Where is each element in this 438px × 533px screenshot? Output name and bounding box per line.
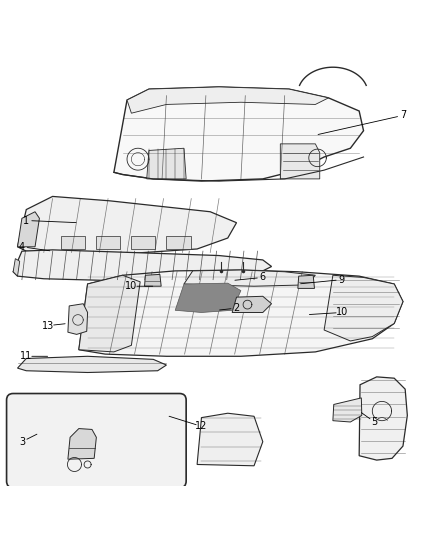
Text: 13: 13 [42, 321, 54, 330]
Text: 11: 11 [20, 351, 32, 361]
Polygon shape [359, 377, 407, 460]
Text: 10: 10 [125, 281, 138, 291]
Polygon shape [147, 148, 186, 179]
FancyBboxPatch shape [7, 393, 186, 488]
Polygon shape [79, 270, 403, 356]
Text: 2: 2 [233, 303, 240, 313]
Polygon shape [175, 283, 241, 312]
Text: 5: 5 [371, 417, 378, 427]
Polygon shape [127, 87, 328, 113]
Polygon shape [79, 275, 140, 352]
Text: 10: 10 [336, 308, 348, 318]
Text: 7: 7 [400, 110, 406, 120]
Polygon shape [280, 144, 320, 179]
Polygon shape [18, 356, 166, 373]
Polygon shape [13, 250, 272, 280]
Text: 12: 12 [195, 422, 208, 431]
Polygon shape [13, 259, 20, 276]
Polygon shape [114, 87, 364, 181]
Text: 3: 3 [19, 437, 25, 447]
Polygon shape [298, 275, 314, 288]
Polygon shape [131, 236, 155, 249]
Polygon shape [166, 236, 191, 249]
Polygon shape [18, 212, 39, 247]
Polygon shape [61, 236, 85, 249]
Polygon shape [68, 429, 96, 459]
Polygon shape [145, 274, 161, 286]
Polygon shape [333, 398, 362, 422]
Polygon shape [184, 270, 315, 286]
Polygon shape [197, 413, 263, 466]
Polygon shape [18, 197, 237, 253]
Text: 6: 6 [260, 272, 266, 282]
Polygon shape [324, 275, 403, 341]
Text: 9: 9 [339, 274, 345, 285]
Text: 4: 4 [19, 242, 25, 252]
Polygon shape [68, 304, 88, 334]
Text: 1: 1 [23, 215, 29, 225]
Polygon shape [232, 296, 272, 312]
Polygon shape [96, 236, 120, 249]
